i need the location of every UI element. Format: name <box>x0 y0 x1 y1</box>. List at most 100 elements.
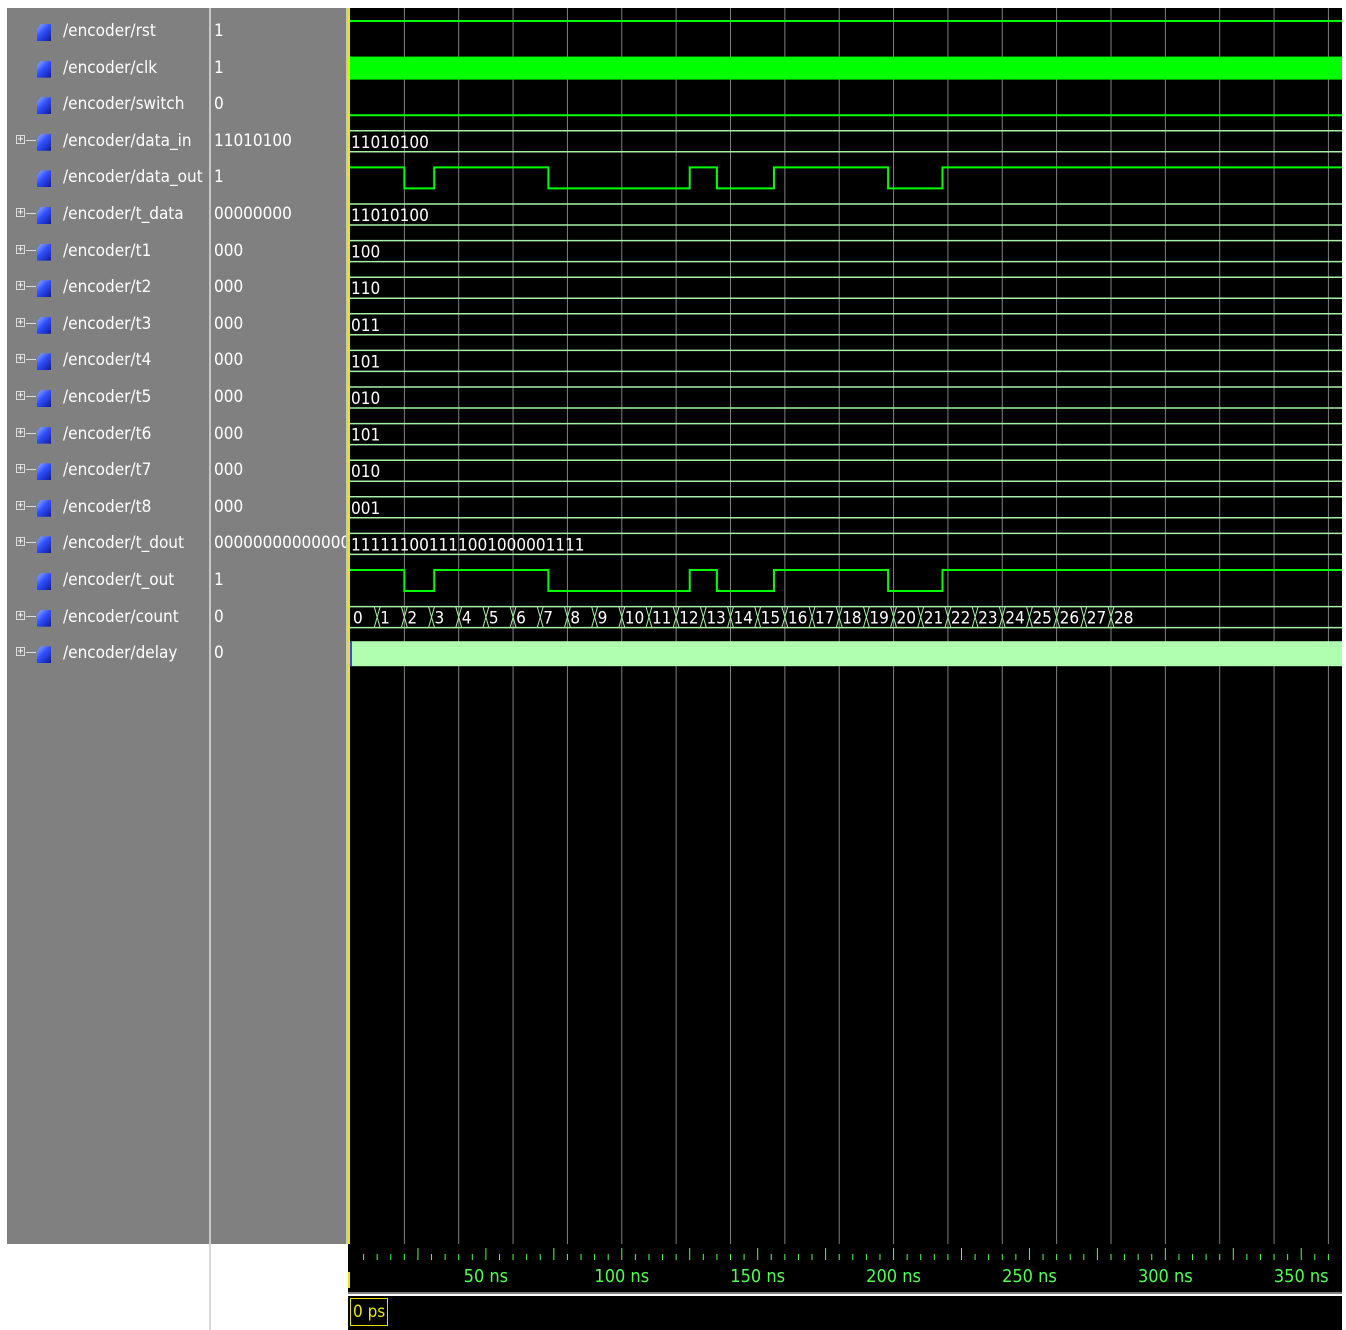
signal-value[interactable]: 000000000000000000 <box>214 533 390 554</box>
signal-row[interactable]: + /encoder/t6 <box>7 416 209 452</box>
signal-value[interactable]: 0 <box>214 606 224 627</box>
bus-transition <box>428 606 436 628</box>
signal-row[interactable]: + /encoder/t5 <box>7 379 209 415</box>
signal-row[interactable]: /encoder/switch <box>7 86 209 122</box>
signal-value[interactable]: 11010100 <box>214 130 292 151</box>
signal-value[interactable]: 1 <box>214 167 224 188</box>
signal-row[interactable]: + /encoder/data_in <box>7 123 209 159</box>
tree-line <box>26 139 36 141</box>
signal-name[interactable]: /encoder/switch <box>63 94 185 115</box>
signal-row[interactable]: /encoder/rst <box>7 13 209 49</box>
signal-icon <box>37 646 51 664</box>
expand-icon[interactable]: + <box>16 390 25 401</box>
signal-row[interactable]: + /encoder/t_dout <box>7 525 209 561</box>
bus-transition <box>971 606 979 628</box>
signal-row[interactable]: + /encoder/t_data <box>7 196 209 232</box>
time-ruler[interactable]: 50 ns 100 ns 150 ns 200 ns 250 ns 300 ns 350 n… <box>348 1244 1342 1294</box>
signal-row[interactable]: + /encoder/t7 <box>7 452 209 488</box>
signal-value[interactable]: 1 <box>214 57 224 78</box>
signal-name[interactable]: /encoder/t7 <box>63 460 152 481</box>
signal-value[interactable]: 0 <box>214 94 224 115</box>
bus-transition <box>591 606 599 628</box>
signal-row[interactable]: + /encoder/t2 <box>7 269 209 305</box>
signal-icon <box>37 97 51 115</box>
count-value-label: 2 <box>407 609 417 629</box>
bus-transition <box>1025 606 1033 628</box>
expand-icon[interactable]: + <box>16 463 25 475</box>
signal-row[interactable]: /encoder/data_out <box>7 159 209 195</box>
expand-icon[interactable]: + <box>16 536 25 548</box>
values-wave-divider[interactable] <box>346 8 348 1244</box>
count-value-label: 5 <box>489 609 499 629</box>
signal-value[interactable]: 000 <box>214 313 244 334</box>
signal-name[interactable]: /encoder/data_in <box>63 130 192 151</box>
count-value-label: 6 <box>516 609 526 629</box>
signal-icon <box>37 243 51 261</box>
waveform-pane[interactable]: 11010100 11010100 100 110 011 101 010 101 010 001… <box>348 8 1342 1244</box>
signal-value[interactable]: 000 <box>214 387 244 407</box>
signal-value[interactable]: 00000000 <box>214 204 292 224</box>
signal-name[interactable]: /encoder/t_data <box>63 204 184 224</box>
signal-name[interactable]: /encoder/t4 <box>63 350 152 371</box>
count-value-label: 20 <box>897 609 916 629</box>
signal-name[interactable]: /encoder/t8 <box>63 496 152 517</box>
signal-row[interactable]: /encoder/t_out <box>7 562 209 598</box>
bus-transition <box>672 606 680 628</box>
signal-row[interactable]: + /encoder/t8 <box>7 489 209 525</box>
signal-name[interactable]: /encoder/t_out <box>63 570 175 590</box>
signal-value[interactable]: 0 <box>214 643 224 664</box>
count-value-label: 28 <box>1114 609 1133 629</box>
signal-name[interactable]: /encoder/t3 <box>63 313 152 334</box>
signal-value[interactable]: 1 <box>214 570 224 590</box>
signal-row[interactable]: + /encoder/t1 <box>7 233 209 269</box>
expand-icon[interactable]: + <box>16 243 25 255</box>
expand-icon[interactable]: + <box>16 316 25 328</box>
signal-name[interactable]: /encoder/t_dout <box>63 533 184 554</box>
count-value-label: 10 <box>625 609 644 629</box>
bus-transition <box>944 606 952 628</box>
cursor-strip[interactable]: 0 ps <box>348 1296 1342 1330</box>
signal-name[interactable]: /encoder/t6 <box>63 423 152 444</box>
expand-icon[interactable]: + <box>16 646 25 658</box>
signal-name[interactable]: /encoder/data_out <box>63 167 203 188</box>
signal-name[interactable]: /encoder/rst <box>63 21 156 41</box>
bus-transition <box>1080 606 1088 628</box>
signal-name[interactable]: /encoder/delay <box>63 643 178 664</box>
signal-value[interactable]: 000 <box>214 423 244 444</box>
expand-icon[interactable]: + <box>16 426 25 438</box>
signal-row[interactable]: + /encoder/delay <box>7 635 209 671</box>
names-values-divider[interactable] <box>209 8 211 1244</box>
signal-value[interactable]: 000 <box>214 350 244 371</box>
cursor-time-label[interactable]: 0 ps <box>350 1298 389 1326</box>
expand-icon[interactable]: + <box>16 133 25 145</box>
signal-value[interactable]: 000 <box>214 240 244 261</box>
signal-value[interactable]: 000 <box>214 277 244 298</box>
signal-name[interactable]: /encoder/count <box>63 606 179 627</box>
signal-value[interactable]: 000 <box>214 496 244 517</box>
signal-name[interactable]: /encoder/t2 <box>63 277 152 298</box>
signal-row[interactable]: + /encoder/t3 <box>7 306 209 342</box>
expand-icon[interactable]: + <box>16 207 25 218</box>
signal-row[interactable]: /encoder/clk <box>7 50 209 86</box>
count-value-label: 24 <box>1005 609 1024 629</box>
waveform-canvas[interactable]: 1101010011010100100110011101010101010001… <box>348 8 1342 1244</box>
bus-transition <box>563 606 571 628</box>
signal-name[interactable]: /encoder/t1 <box>63 240 152 261</box>
signal-icon <box>37 573 51 590</box>
expand-icon[interactable]: + <box>16 353 25 365</box>
signal-value[interactable]: 000 <box>214 460 244 481</box>
expand-icon[interactable]: + <box>16 609 25 621</box>
signal-row[interactable]: + /encoder/count <box>7 599 209 635</box>
tree-line <box>26 505 36 507</box>
ruler-time-label: 100 ns <box>594 1266 650 1287</box>
signal-name[interactable]: /encoder/clk <box>63 57 158 78</box>
signal-value[interactable]: 1 <box>214 21 224 41</box>
clock-wave <box>350 56 1342 80</box>
expand-icon[interactable]: + <box>16 499 25 511</box>
bus-transition <box>862 606 870 628</box>
expand-icon[interactable]: + <box>16 280 25 292</box>
signal-name[interactable]: /encoder/t5 <box>63 387 152 407</box>
signal-icon <box>37 170 51 188</box>
count-value-label: 13 <box>706 609 725 629</box>
signal-row[interactable]: + /encoder/t4 <box>7 342 209 378</box>
